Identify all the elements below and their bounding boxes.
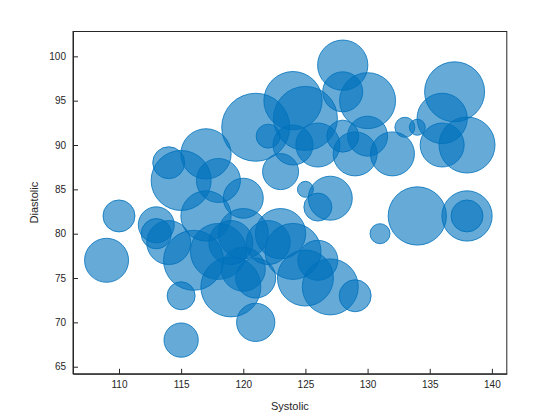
y-tick-mark	[73, 189, 78, 190]
bubble	[221, 247, 265, 291]
x-axis-title: Systolic	[271, 400, 309, 412]
x-axis: 110 115 120 125 130 135 140	[74, 369, 508, 390]
bubble	[147, 221, 191, 265]
x-tick-mark	[368, 369, 369, 374]
y-tick-mark	[73, 56, 78, 57]
bubble	[370, 224, 390, 244]
bubble	[370, 132, 414, 176]
y-tick-mark	[73, 234, 78, 235]
bubbles	[85, 40, 495, 357]
bubble	[237, 303, 275, 341]
y-tick-mark	[73, 367, 78, 368]
y-tick-label: 100	[49, 51, 66, 62]
bubble	[442, 191, 492, 241]
x-tick-mark	[243, 369, 244, 374]
chart: 110 115 120 125 130 135 140 65 70 75 80 85 90 95 100 Sy…	[0, 0, 560, 420]
y-tick-mark	[73, 101, 78, 102]
bubble	[439, 117, 495, 173]
x-tick-label: 120	[235, 379, 252, 390]
y-tick: 80	[55, 228, 78, 239]
y-tick: 100	[49, 51, 78, 62]
y-tick: 95	[55, 95, 78, 106]
x-tick-mark	[430, 369, 431, 374]
x-tick-label: 125	[298, 379, 315, 390]
y-tick-mark	[73, 145, 78, 146]
y-tick-label: 75	[55, 273, 67, 284]
bubble	[388, 187, 446, 245]
bubble	[308, 176, 352, 220]
x-tick: 130	[360, 369, 377, 390]
x-tick: 120	[235, 369, 252, 390]
y-tick-mark	[73, 322, 78, 323]
bubble	[451, 200, 483, 232]
y-tick: 85	[55, 184, 78, 195]
x-tick-label: 110	[112, 379, 128, 390]
bubble	[298, 240, 338, 280]
x-tick-mark	[305, 369, 306, 374]
y-tick-label: 70	[55, 317, 67, 328]
y-tick-label: 95	[55, 95, 67, 106]
x-tick: 140	[484, 369, 501, 390]
bubble	[425, 62, 485, 122]
x-tick: 135	[422, 369, 439, 390]
x-tick-label: 115	[174, 379, 190, 390]
x-tick: 115	[174, 369, 190, 390]
bubble	[273, 125, 313, 165]
y-tick: 65	[55, 361, 78, 372]
y-tick-label: 65	[55, 361, 67, 372]
x-tick-mark	[492, 369, 493, 374]
y-axis-title: Diastolic	[28, 181, 40, 223]
y-tick-mark	[73, 278, 78, 279]
y-tick-label: 80	[55, 228, 67, 239]
x-tick-label: 130	[360, 379, 377, 390]
y-tick-label: 90	[55, 140, 67, 151]
y-tick: 70	[55, 317, 78, 328]
x-tick-mark	[119, 369, 120, 374]
bubble	[103, 200, 135, 232]
y-tick-label: 85	[55, 184, 67, 195]
bubble	[339, 280, 371, 312]
bubble	[85, 238, 129, 282]
plot-frame	[73, 32, 507, 374]
y-tick: 90	[55, 140, 78, 151]
x-tick: 110	[112, 369, 128, 390]
x-tick-label: 140	[484, 379, 501, 390]
x-tick-label: 135	[422, 379, 439, 390]
bubble	[164, 323, 198, 357]
y-tick: 75	[55, 273, 78, 284]
x-tick: 125	[298, 369, 315, 390]
x-tick-mark	[181, 369, 182, 374]
plot-area: 110 115 120 125 130 135 140 65 70 75 80 85 90 95 100	[49, 32, 507, 390]
y-axis: 65 70 75 80 85 90 95 100	[49, 32, 78, 374]
